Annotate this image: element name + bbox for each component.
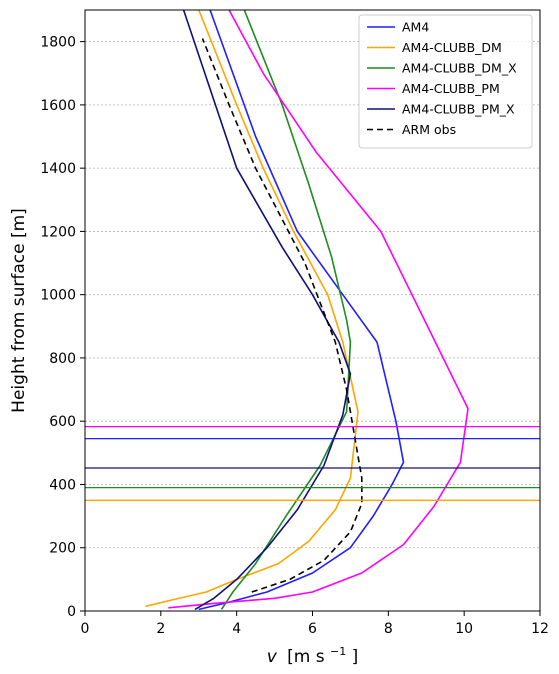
series-layer [145, 10, 469, 611]
y-tick-label: 600 [49, 414, 76, 430]
x-axis-label-close: ] [352, 647, 359, 667]
x-tick-label: 12 [531, 621, 549, 637]
legend-label: AM4-CLUBB_PM_X [402, 102, 515, 117]
series-line [145, 10, 359, 608]
pbl-height-layer [85, 425, 540, 501]
legend-label: AM4-CLUBB_DM_X [402, 61, 517, 76]
x-axis-label: v [m s −1 ] [267, 640, 359, 667]
y-tick-label: 1800 [40, 35, 76, 51]
x-tick-label: 0 [81, 621, 90, 637]
series-line [168, 10, 469, 609]
legend-label: AM4-CLUBB_DM [402, 40, 502, 55]
x-axis-label-variable: v [267, 647, 278, 667]
y-tick-label: 1600 [40, 98, 76, 114]
x-axis-label-units: [m s [287, 647, 325, 667]
x-tick-label: 4 [232, 621, 241, 637]
y-axis-ticks: 0 200 400 600 800 1000 1200 1400 1600 1800 [40, 35, 85, 620]
y-tick-label: 0 [67, 604, 76, 620]
legend-label: ARM obs [402, 122, 456, 137]
series-line [201, 38, 363, 593]
legend-label: AM4-CLUBB_PM [402, 81, 500, 96]
x-tick-label: 2 [156, 621, 165, 637]
series-line [198, 10, 405, 611]
x-tick-label: 10 [455, 621, 473, 637]
y-tick-label: 1400 [40, 161, 76, 177]
y-tick-label: 800 [49, 351, 76, 367]
y-axis-label: Height from surface [m] [9, 208, 29, 413]
series-line [220, 10, 352, 610]
y-tick-label: 200 [49, 541, 76, 557]
x-tick-label: 8 [384, 621, 393, 637]
legend: AM4 AM4-CLUBB_DM AM4-CLUBB_DM_X AM4-CLUBB_P… [358, 14, 533, 149]
series-line [182, 10, 352, 611]
x-axis-ticks: 0 2 4 6 8 10 12 [81, 611, 549, 637]
legend-box [358, 14, 533, 149]
x-axis-label-exponent: −1 [330, 645, 346, 658]
y-tick-label: 1200 [40, 224, 76, 240]
y-tick-label: 1000 [40, 288, 76, 304]
y-tick-label: 400 [49, 477, 76, 493]
legend-label: AM4 [402, 20, 429, 35]
x-tick-label: 6 [308, 621, 317, 637]
